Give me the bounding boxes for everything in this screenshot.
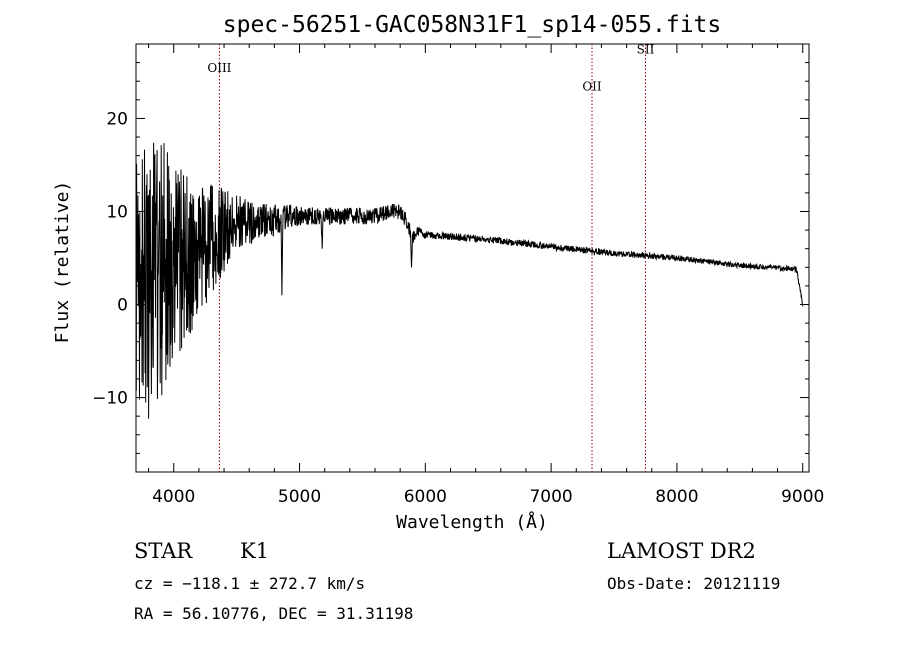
x-tick-label: 7000 [529, 487, 572, 507]
ra-dec-coordinates: RA = 56.10776, DEC = 31.31198 [134, 604, 413, 623]
survey-name: LAMOST DR2 [607, 539, 756, 563]
line-label-sii: SII [637, 42, 655, 56]
object-class: STAR [134, 539, 193, 563]
y-tick-label: −10 [92, 389, 128, 409]
x-tick-label: 4000 [152, 487, 195, 507]
x-tick-label: 5000 [278, 487, 321, 507]
y-tick-label: 20 [106, 109, 128, 129]
x-tick-labels: 4000 5000 6000 7000 8000 9000 [152, 487, 824, 507]
axes-ticks [136, 43, 809, 472]
object-subclass: K1 [240, 539, 269, 563]
x-axis-label: Wavelength (Å) [396, 511, 548, 533]
y-tick-label: 10 [106, 202, 128, 222]
redshift-cz: cz = −118.1 ± 272.7 km/s [134, 574, 365, 593]
line-label-oiii: OIII [207, 61, 231, 75]
x-tick-label: 6000 [404, 487, 447, 507]
y-tick-labels: −10 0 10 20 [92, 109, 128, 408]
observation-date: Obs-Date: 20121119 [607, 574, 780, 593]
y-axis-label: Flux (relative) [52, 181, 73, 344]
spectrum-line [135, 142, 804, 419]
x-tick-label: 8000 [655, 487, 698, 507]
plot-frame [135, 43, 810, 473]
line-label-oii: OII [582, 80, 602, 94]
x-tick-label: 9000 [781, 487, 824, 507]
y-tick-label: 0 [117, 296, 128, 316]
chart-title: spec-56251-GAC058N31F1_sp14-055.fits [223, 12, 722, 38]
emission-line-markers: OIII OII SII [207, 42, 655, 472]
